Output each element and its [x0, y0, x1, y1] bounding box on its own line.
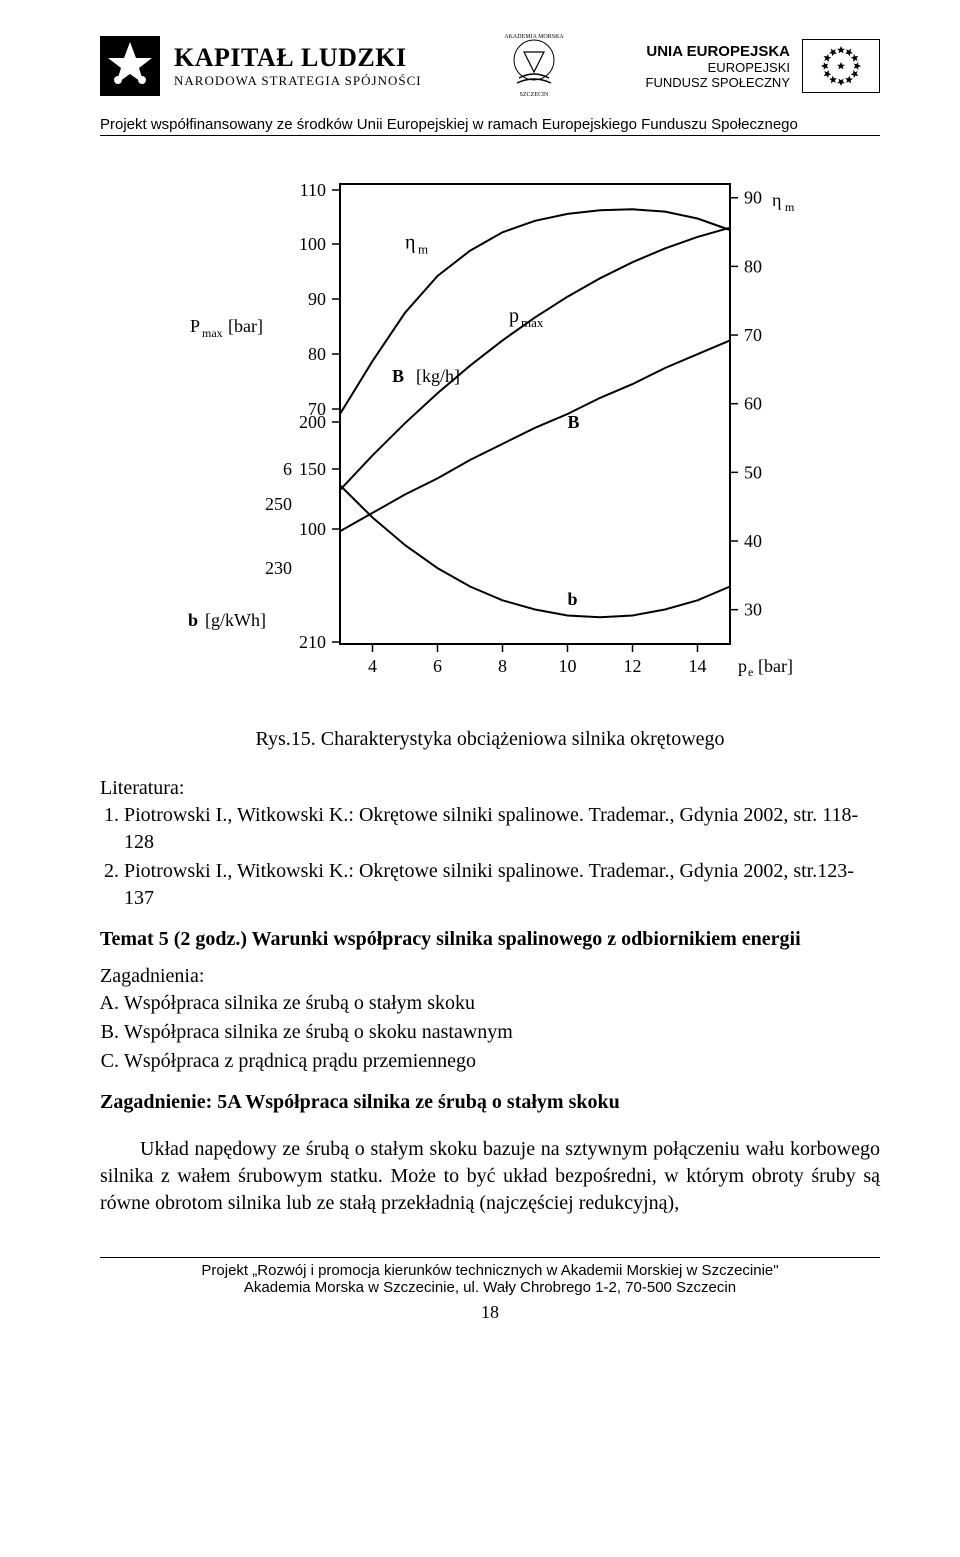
svg-text:80: 80: [744, 256, 762, 276]
svg-text:70: 70: [744, 325, 762, 345]
svg-text:η: η: [772, 190, 781, 210]
svg-text:P: P: [190, 316, 200, 336]
logo-akademia-morska: AKADEMIA MORSKA SZCZECIN: [499, 30, 569, 102]
svg-text:4: 4: [368, 656, 377, 676]
eu-line3: FUNDUSZ SPOŁECZNY: [646, 75, 790, 90]
zagadnienia-heading: Zagadnienia:: [100, 963, 880, 990]
eu-flag-icon: [802, 39, 880, 93]
topic-title: Temat 5 (2 godz.) Warunki współpracy sil…: [100, 926, 880, 953]
svg-text:[kg/h]: [kg/h]: [416, 366, 460, 386]
chart-figure: 468101214pe[bar]708090100110Pmax[bar]100…: [100, 154, 880, 714]
svg-text:b: b: [568, 589, 578, 609]
svg-text:6: 6: [433, 656, 442, 676]
svg-text:150: 150: [299, 459, 326, 479]
kl-subtitle: NARODOWA STRATEGIA SPÓJNOŚCI: [174, 73, 422, 89]
svg-text:max: max: [521, 315, 544, 330]
eu-title: UNIA EUROPEJSKA: [646, 43, 790, 60]
kl-title: KAPITAŁ LUDZKI: [174, 43, 422, 73]
logo-kapital-ludzki: KAPITAŁ LUDZKI NARODOWA STRATEGIA SPÓJNO…: [100, 36, 422, 96]
svg-text:[bar]: [bar]: [228, 316, 263, 336]
footer: Projekt „Rozwój i promocja kierunków tec…: [100, 1257, 880, 1323]
svg-text:[bar]: [bar]: [758, 656, 793, 676]
svg-text:m: m: [418, 241, 428, 256]
svg-text:[g/kWh]: [g/kWh]: [205, 610, 266, 630]
svg-text:B: B: [392, 366, 404, 386]
svg-text:SZCZECIN: SZCZECIN: [519, 92, 548, 98]
figure-caption: Rys.15. Charakterystyka obciążeniowa sil…: [100, 728, 880, 751]
svg-text:10: 10: [559, 656, 577, 676]
literature-item: Piotrowski I., Witkowski K.: Okrętowe si…: [124, 802, 880, 856]
zagadnienia-list: Współpraca silnika ze śrubą o stałym sko…: [100, 990, 880, 1075]
svg-text:14: 14: [689, 656, 707, 676]
svg-text:p: p: [738, 656, 747, 676]
svg-text:90: 90: [308, 289, 326, 309]
eu-line2: EUROPEJSKI: [646, 60, 790, 75]
am-crest-icon: AKADEMIA MORSKA SZCZECIN: [499, 30, 569, 100]
svg-text:100: 100: [299, 519, 326, 539]
page-number: 18: [100, 1302, 880, 1323]
kl-star-icon: [100, 36, 160, 96]
svg-text:210: 210: [299, 632, 326, 652]
svg-text:12: 12: [624, 656, 642, 676]
header-band: KAPITAŁ LUDZKI NARODOWA STRATEGIA SPÓJNO…: [100, 30, 880, 102]
svg-text:6: 6: [283, 459, 292, 479]
logo-eu: UNIA EUROPEJSKA EUROPEJSKI FUNDUSZ SPOŁE…: [646, 39, 880, 93]
literature-list: Piotrowski I., Witkowski K.: Okrętowe si…: [100, 802, 880, 912]
footer-line2: Akademia Morska w Szczecinie, ul. Wały C…: [100, 1279, 880, 1296]
svg-text:50: 50: [744, 462, 762, 482]
svg-text:200: 200: [299, 412, 326, 432]
svg-text:e: e: [748, 665, 753, 679]
svg-text:110: 110: [300, 180, 326, 200]
svg-text:250: 250: [265, 494, 292, 514]
literature-item: Piotrowski I., Witkowski K.: Okrętowe si…: [124, 858, 880, 912]
svg-text:8: 8: [498, 656, 507, 676]
zag5a-title: Zagadnienie: 5A Współpraca silnika ze śr…: [100, 1089, 880, 1116]
svg-text:100: 100: [299, 234, 326, 254]
svg-text:30: 30: [744, 600, 762, 620]
engine-load-chart: 468101214pe[bar]708090100110Pmax[bar]100…: [170, 154, 810, 714]
footer-line1: Projekt „Rozwój i promocja kierunków tec…: [100, 1262, 880, 1279]
svg-text:230: 230: [265, 558, 292, 578]
svg-text:40: 40: [744, 531, 762, 551]
svg-text:η: η: [405, 231, 415, 253]
zagadnienia-item: Współpraca z prądnicą prądu przemiennego: [124, 1048, 880, 1075]
svg-text:max: max: [202, 326, 223, 340]
svg-text:p: p: [509, 305, 519, 327]
svg-text:B: B: [568, 412, 580, 432]
svg-text:90: 90: [744, 188, 762, 208]
svg-text:b: b: [188, 610, 198, 630]
zagadnienia-item: Współpraca silnika ze śrubą o stałym sko…: [124, 990, 880, 1017]
body-paragraph: Układ napędowy ze śrubą o stałym skoku b…: [100, 1136, 880, 1217]
svg-text:AKADEMIA MORSKA: AKADEMIA MORSKA: [504, 34, 564, 40]
svg-text:60: 60: [744, 394, 762, 414]
svg-text:m: m: [785, 200, 795, 214]
project-funding-line: Projekt współfinansowany ze środków Unii…: [100, 116, 880, 136]
zagadnienia-item: Współpraca silnika ze śrubą o skoku nast…: [124, 1019, 880, 1046]
svg-text:80: 80: [308, 344, 326, 364]
literature-heading: Literatura:: [100, 775, 880, 802]
